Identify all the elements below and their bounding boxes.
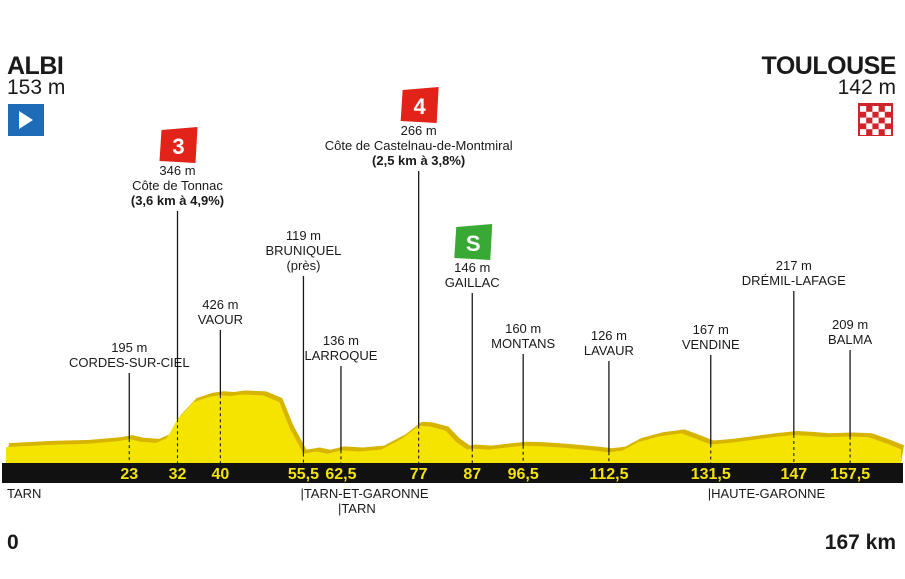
distance-bar <box>2 463 903 483</box>
waypoint-altitude: 160 m <box>505 321 541 336</box>
waypoint-detail: (3,6 km à 4,9%) <box>131 193 224 208</box>
km-marker: 23 <box>120 466 138 483</box>
chequer-cell <box>878 111 885 118</box>
waypoint-name: VAOUR <box>198 312 243 327</box>
waypoint-altitude: 209 m <box>832 317 868 332</box>
waypoint-altitude: 217 m <box>776 258 812 273</box>
km-marker: 77 <box>410 466 428 483</box>
region-label: |TARN <box>337 501 376 516</box>
km-marker: 112,5 <box>589 466 628 483</box>
waypoint-altitude: 167 m <box>693 322 729 337</box>
region-label: TARN <box>7 486 42 501</box>
chequer-cell <box>884 106 891 112</box>
finish-city: TOULOUSE <box>761 52 897 80</box>
chequer-cell <box>872 117 879 124</box>
finish-altitude: 142 m <box>837 76 896 99</box>
waypoint-detail: (près) <box>286 258 320 273</box>
waypoint-name: DRÉMIL-LAFAGE <box>742 273 846 288</box>
chequer-cell <box>866 123 873 130</box>
chequer-cell <box>872 106 879 112</box>
distance-start: 0 <box>7 531 19 554</box>
region-label: |HAUTE-GARONNE <box>707 486 826 501</box>
waypoint-name: LARROQUE <box>304 348 377 363</box>
chequer-cell <box>860 129 867 135</box>
waypoint-name: BRUNIQUEL <box>266 243 342 258</box>
km-marker: 62,5 <box>325 466 356 483</box>
waypoint-altitude: 426 m <box>202 297 238 312</box>
waypoint-name: MONTANS <box>491 336 555 351</box>
waypoint-name: Côte de Tonnac <box>132 178 223 193</box>
waypoint-altitude: 195 m <box>111 340 147 355</box>
chequer-cell <box>860 117 867 124</box>
badge-category: 4 <box>414 94 427 119</box>
distance-end: 167 km <box>824 531 896 554</box>
waypoint-name: Côte de Castelnau-de-Montmiral <box>325 138 513 153</box>
climb-badge-icon <box>159 127 198 163</box>
waypoint-altitude: 146 m <box>454 260 490 275</box>
start-altitude: 153 m <box>7 76 66 99</box>
waypoint-altitude: 266 m <box>401 123 437 138</box>
profile-area <box>6 394 901 463</box>
chequer-cell <box>878 123 885 130</box>
km-marker: 147 <box>780 466 807 483</box>
climb-badge-icon <box>400 87 439 123</box>
km-marker: 32 <box>169 466 187 483</box>
waypoint-name: VENDINE <box>682 337 740 352</box>
waypoint-altitude: 346 m <box>159 163 195 178</box>
chequer-cell <box>860 106 867 112</box>
chequer-cell <box>884 129 891 135</box>
play-arrow-icon <box>19 111 33 129</box>
chequer-cell <box>872 129 879 135</box>
waypoint-name: GAILLAC <box>445 275 500 290</box>
waypoint-name: BALMA <box>828 332 872 347</box>
km-marker: 87 <box>463 466 481 483</box>
waypoint-altitude: 136 m <box>323 333 359 348</box>
waypoint-name: LAVAUR <box>584 343 634 358</box>
km-marker: 55,5 <box>288 466 319 483</box>
km-marker: 131,5 <box>691 466 731 483</box>
km-marker: 96,5 <box>508 466 539 483</box>
km-marker: 40 <box>211 466 229 483</box>
badge-category: 3 <box>172 134 184 159</box>
region-label: |TARN-ET-GARONNE <box>300 486 429 501</box>
km-marker: 157,5 <box>830 466 870 483</box>
sprint-badge-icon <box>454 224 493 260</box>
waypoint-altitude: 126 m <box>591 328 627 343</box>
badge-category: S <box>466 231 481 256</box>
waypoint-detail: (2,5 km à 3,8%) <box>372 153 465 168</box>
start-city: ALBI <box>7 52 64 80</box>
chequer-cell <box>866 111 873 118</box>
waypoint-altitude: 119 m <box>286 228 321 243</box>
chequer-cell <box>884 117 891 124</box>
waypoint-name: CORDES-SUR-CIEL <box>69 355 190 370</box>
